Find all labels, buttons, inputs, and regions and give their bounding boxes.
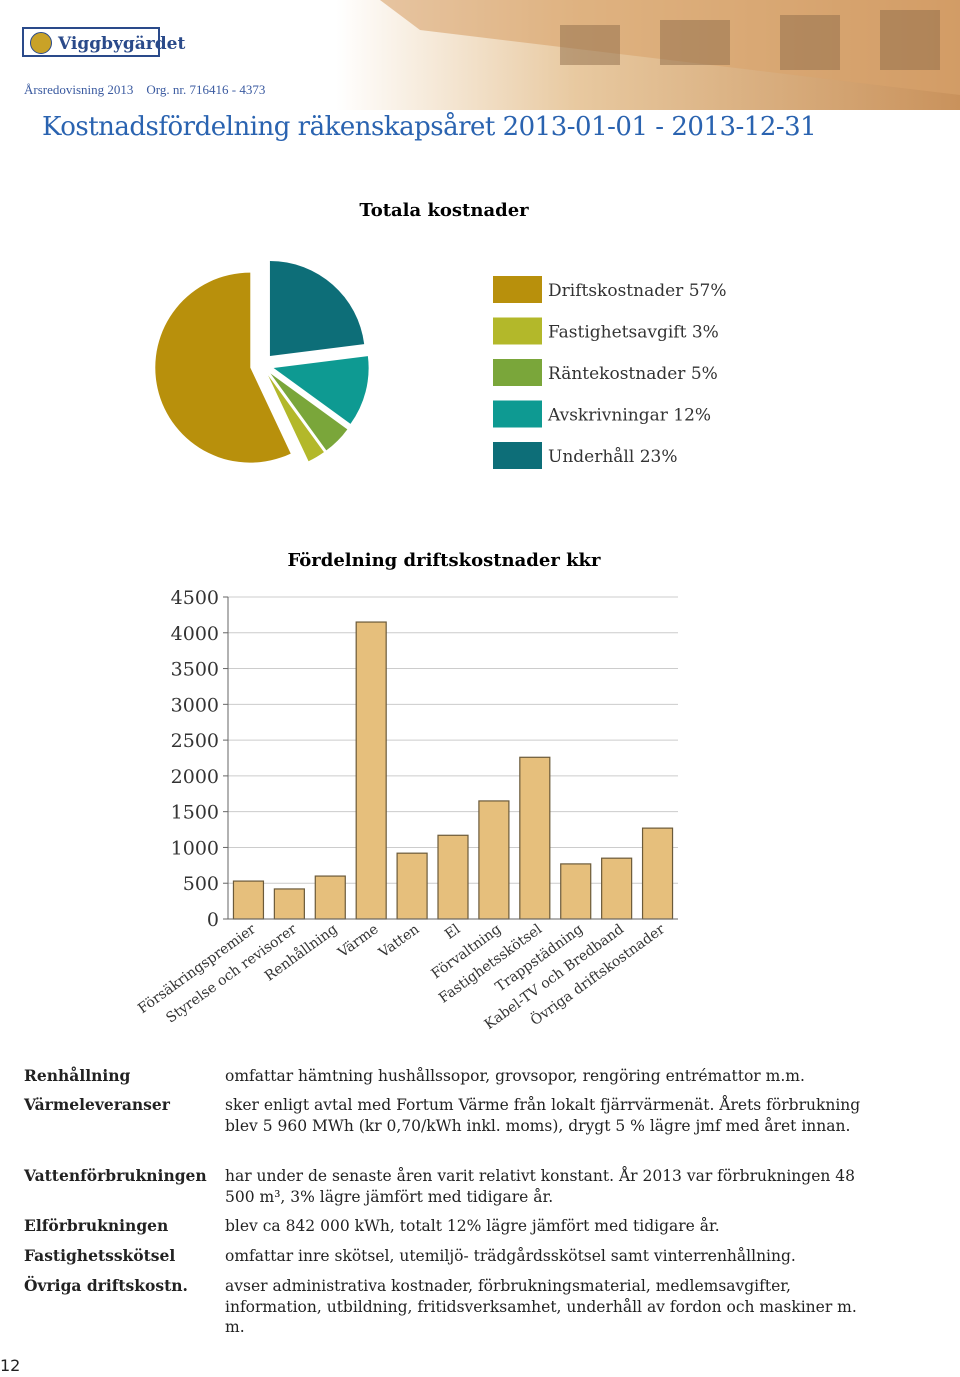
legend-value: 5% — [691, 364, 718, 384]
header-subtitle: Årsredovisning 2013 Org. nr. 716416 - 43… — [24, 82, 266, 97]
definition-text: sker enligt avtal med Fortum Värme från … — [225, 1096, 861, 1135]
definition-term: Vattenförbrukningen — [24, 1166, 207, 1185]
pie-slice — [268, 375, 324, 462]
definition-term: Övriga driftskostn. — [24, 1276, 188, 1295]
pie-slice — [155, 272, 291, 463]
bar — [478, 800, 510, 920]
definition-text: blev ca 842 000 kWh, totalt 12% lägre jä… — [225, 1217, 720, 1235]
page-title: Kostnadsfördelning räkenskapsåret 2013-0… — [42, 112, 817, 142]
legend-name: Räntekostnader — [548, 364, 686, 384]
chart-title: Fördelning driftskostnader kkr — [287, 550, 601, 571]
chart-title: Totala kostnader — [359, 200, 529, 221]
legend-value: 12% — [673, 406, 711, 426]
legend-label: Underhåll 23% — [548, 447, 678, 467]
pie-chart: Totala kostnader Driftskostnader 57% Fasti… — [155, 200, 727, 469]
y-tick-label: 4000 — [171, 623, 219, 645]
y-tick-label: 500 — [183, 873, 219, 895]
header-banner — [0, 0, 960, 110]
legend-label: Fastighetsavgift 3% — [548, 323, 719, 343]
x-tick-label: El — [442, 921, 464, 943]
legend-swatch — [493, 276, 542, 303]
bar — [601, 857, 633, 920]
legend-name: Driftskostnader — [548, 281, 684, 301]
legend-value: 3% — [692, 323, 719, 343]
y-tick-label: 1500 — [171, 802, 219, 824]
legend-label: Driftskostnader 57% — [548, 281, 727, 301]
legend-value: 23% — [640, 447, 678, 467]
bar — [560, 863, 592, 920]
y-tick-label: 0 — [207, 909, 219, 931]
y-tick-label: 2000 — [171, 766, 219, 788]
y-tick-label: 4500 — [171, 587, 219, 609]
legend-name: Underhåll — [548, 447, 634, 467]
pie-slice — [270, 373, 348, 451]
legend-label: Avskrivningar 12% — [547, 406, 711, 426]
page-number: 12 — [0, 1356, 21, 1375]
bar — [437, 834, 469, 920]
y-tick-label: 2500 — [171, 730, 219, 752]
x-tick-label: Vatten — [375, 921, 422, 961]
legend-swatch — [493, 400, 542, 428]
bar — [641, 827, 674, 920]
legend-swatch — [493, 442, 542, 469]
legend-label: Räntekostnader 5% — [548, 364, 718, 384]
logo: Viggbygärdet — [22, 27, 185, 57]
pie-slice — [273, 356, 369, 424]
legend-swatch — [493, 317, 542, 345]
definition-term: Elförbrukningen — [24, 1216, 169, 1235]
definition-term: Fastighetsskötsel — [24, 1246, 176, 1265]
bar — [273, 888, 305, 920]
bar — [232, 880, 265, 920]
legend-value: 57% — [689, 281, 727, 301]
definition-text: omfattar inre skötsel, utemiljö- trädgår… — [225, 1247, 796, 1265]
pie-slice — [269, 260, 365, 356]
y-tick-label: 3500 — [171, 659, 219, 681]
definition-term: Värmeleveranser — [24, 1095, 170, 1114]
legend-name: Fastighetsavgift — [548, 323, 687, 343]
y-tick-label: 3000 — [171, 694, 219, 716]
x-tick-label: Värme — [335, 921, 382, 961]
definition-text: omfattar hämtning hushållssopor, grovsop… — [225, 1067, 805, 1085]
legend-swatch — [493, 359, 542, 386]
bar — [396, 852, 428, 920]
legend-name: Avskrivningar — [547, 406, 669, 426]
definition-text: avser administrativa kostnader, förbrukn… — [225, 1277, 857, 1336]
definition-text: har under de senaste åren varit relativt… — [225, 1167, 856, 1206]
bar-chart: Fördelning driftskostnader kkr 0 500 1000 15… — [135, 550, 678, 1033]
y-tick-label: 1000 — [171, 837, 219, 859]
bar — [519, 756, 551, 920]
bar — [355, 621, 387, 920]
definition-term: Renhållning — [24, 1066, 131, 1085]
bar — [314, 875, 346, 920]
